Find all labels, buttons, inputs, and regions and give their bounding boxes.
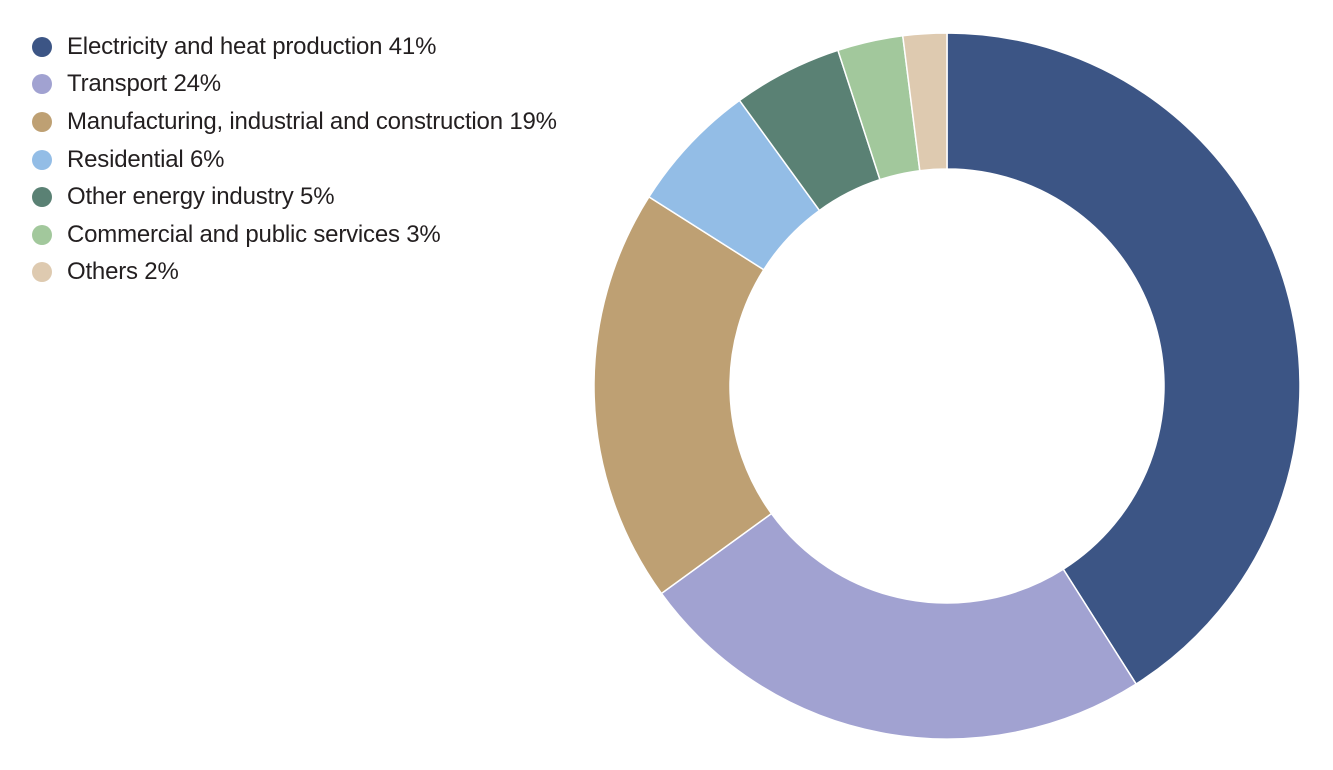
donut-slice-transport bbox=[660, 512, 1138, 740]
donut-slice-manufacturing-industrial-and-construction bbox=[593, 195, 773, 595]
legend-label: Transport 24% bbox=[67, 70, 221, 98]
legend-item-transport: Transport 24% bbox=[32, 66, 557, 104]
donut-slice-electricity-and-heat-production bbox=[946, 32, 1301, 686]
legend-item-electricity-heat: Electricity and heat production 41% bbox=[32, 28, 557, 66]
legend-label: Electricity and heat production 41% bbox=[67, 32, 437, 60]
legend-item-commercial-public: Commercial and public services 3% bbox=[32, 216, 557, 254]
legend-label: Commercial and public services 3% bbox=[67, 220, 441, 248]
legend-swatch bbox=[32, 149, 52, 170]
legend-item-manufacturing: Manufacturing, industrial and constructi… bbox=[32, 103, 557, 141]
legend-item-residential: Residential 6% bbox=[32, 141, 557, 179]
donut-slices bbox=[593, 32, 1301, 740]
legend-item-others: Others 2% bbox=[32, 254, 557, 292]
legend-swatch bbox=[32, 111, 52, 132]
donut-slice-others bbox=[901, 32, 948, 172]
legend-label: Others 2% bbox=[67, 258, 179, 286]
legend-swatch bbox=[32, 36, 52, 57]
legend-label: Residential 6% bbox=[67, 145, 225, 173]
legend-swatch bbox=[32, 262, 52, 283]
legend-swatch bbox=[32, 74, 52, 95]
legend-swatch bbox=[32, 187, 52, 208]
legend-swatch bbox=[32, 224, 52, 245]
legend-item-other-energy: Other energy industry 5% bbox=[32, 178, 557, 216]
legend-label: Manufacturing, industrial and constructi… bbox=[67, 107, 557, 135]
legend-label: Other energy industry 5% bbox=[67, 183, 335, 211]
chart-legend: Electricity and heat production 41% Tran… bbox=[32, 28, 557, 291]
